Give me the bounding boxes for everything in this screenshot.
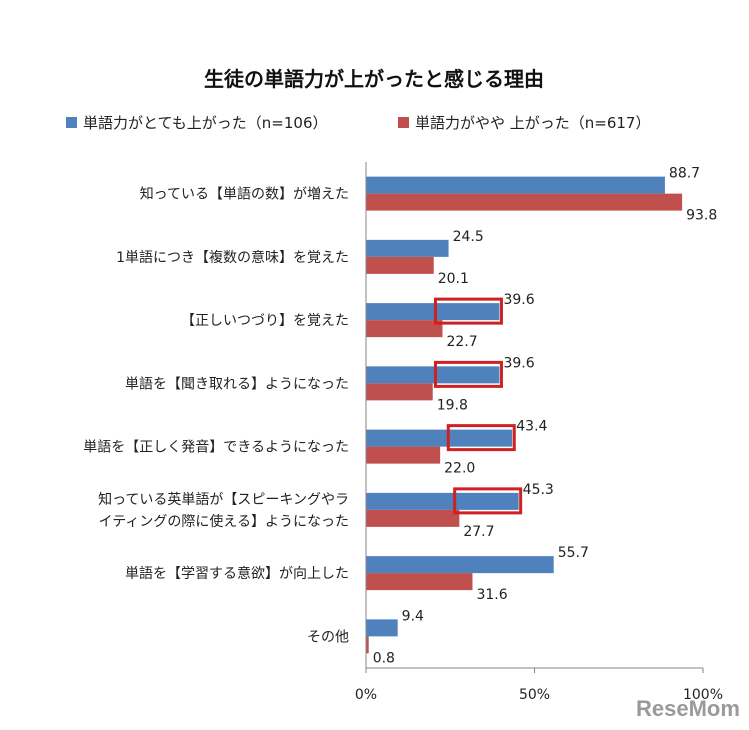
category-label: 知っている【単語の数】が増えた bbox=[140, 186, 349, 203]
category-label-line: 単語を【正しく発音】できるようになった bbox=[83, 439, 349, 456]
value-label: 43.4 bbox=[516, 419, 547, 435]
value-label: 27.7 bbox=[463, 524, 494, 540]
bar-series-1 bbox=[366, 619, 398, 637]
bar-series-1 bbox=[366, 429, 513, 447]
value-label: 39.6 bbox=[503, 355, 534, 371]
legend-swatch-1 bbox=[66, 117, 77, 128]
value-label: 55.7 bbox=[558, 545, 589, 561]
watermark: ReseMom bbox=[636, 696, 740, 721]
category-label: その他 bbox=[307, 629, 349, 645]
bar-series-2 bbox=[366, 383, 433, 401]
category-label: 1単語につき【複数の意味】を覚えた bbox=[116, 249, 349, 266]
x-tick-label: 50% bbox=[519, 687, 550, 703]
value-label: 24.5 bbox=[453, 229, 484, 245]
highlight-box bbox=[446, 424, 516, 452]
legend-label-2: 単語力がやや 上がった（n=617） bbox=[415, 114, 650, 132]
category-label: 単語を【聞き取れる】ようになった bbox=[125, 376, 349, 392]
category-label-line: 【正しいつづり】を覚えた bbox=[181, 313, 349, 329]
bar-series-2 bbox=[366, 636, 369, 654]
value-label: 0.8 bbox=[373, 650, 395, 666]
value-label: 22.7 bbox=[446, 334, 477, 350]
highlight-box bbox=[433, 297, 503, 325]
bar-series-2 bbox=[366, 193, 683, 211]
category-label-line: その他 bbox=[307, 629, 349, 645]
category-label: 単語を【学習する意欲】が向上した bbox=[125, 565, 349, 582]
category-label-line: 知っている【単語の数】が増えた bbox=[140, 186, 349, 203]
value-label: 39.6 bbox=[503, 292, 534, 308]
category-label-line: イティングの際に使える】ようになった bbox=[99, 513, 349, 530]
category-label-line: 1単語につき【複数の意味】を覚えた bbox=[116, 249, 349, 266]
category-label: 【正しいつづり】を覚えた bbox=[181, 313, 349, 329]
value-labels: 88.7 93.8 24.5 20.1 39.6 22.7 39.6 19.8 43.4 22.0… bbox=[373, 166, 718, 667]
value-label: 88.7 bbox=[669, 166, 700, 182]
bar-series-1 bbox=[366, 492, 519, 510]
value-label: 22.0 bbox=[444, 461, 475, 477]
bar-series-1 bbox=[366, 303, 500, 321]
legend-swatch-2 bbox=[398, 117, 409, 128]
highlight-box bbox=[433, 360, 503, 388]
category-label-line: 単語を【学習する意欲】が向上した bbox=[125, 565, 349, 582]
value-label: 31.6 bbox=[476, 587, 507, 603]
chart-title: 生徒の単語力が上がったと感じる理由 bbox=[204, 67, 544, 91]
category-label-line: 知っている英単語が【スピーキングやラ bbox=[98, 491, 349, 508]
category-label-line: 単語を【聞き取れる】ようになった bbox=[125, 376, 349, 392]
value-label: 9.4 bbox=[402, 608, 424, 624]
highlight-box bbox=[453, 487, 523, 515]
value-label: 45.3 bbox=[523, 482, 554, 498]
bar-series-2 bbox=[366, 256, 434, 274]
category-labels: 知っている【単語の数】が増えた 1単語につき【複数の意味】を覚えた【正しいつづり】… bbox=[83, 186, 349, 646]
category-label: 知っている英単語が【スピーキングやライティングの際に使える】ようになった bbox=[98, 491, 349, 530]
bar-series-1 bbox=[366, 366, 500, 384]
x-axis: 0% 50% 100% bbox=[355, 162, 723, 703]
category-label: 単語を【正しく発音】できるようになった bbox=[83, 439, 349, 456]
bar-series-1 bbox=[366, 176, 665, 194]
x-tick-label: 0% bbox=[355, 687, 377, 703]
bar-series-2 bbox=[366, 446, 441, 464]
legend-label-1: 単語力がとても上がった（n=106） bbox=[83, 114, 328, 132]
bar-series-2 bbox=[366, 573, 473, 591]
value-label: 20.1 bbox=[438, 271, 469, 287]
bar-series-2 bbox=[366, 320, 443, 338]
legend: 単語力がとても上がった（n=106） 単語力がやや 上がった（n=617） bbox=[66, 114, 650, 132]
bar-series-1 bbox=[366, 239, 449, 257]
bar-series-1 bbox=[366, 556, 554, 574]
highlight-boxes bbox=[433, 297, 523, 515]
x-tick-label: 100% bbox=[683, 687, 723, 703]
bar-series-2 bbox=[366, 509, 460, 527]
bars bbox=[366, 176, 683, 654]
value-label: 19.8 bbox=[437, 397, 468, 413]
value-label: 93.8 bbox=[686, 208, 717, 224]
